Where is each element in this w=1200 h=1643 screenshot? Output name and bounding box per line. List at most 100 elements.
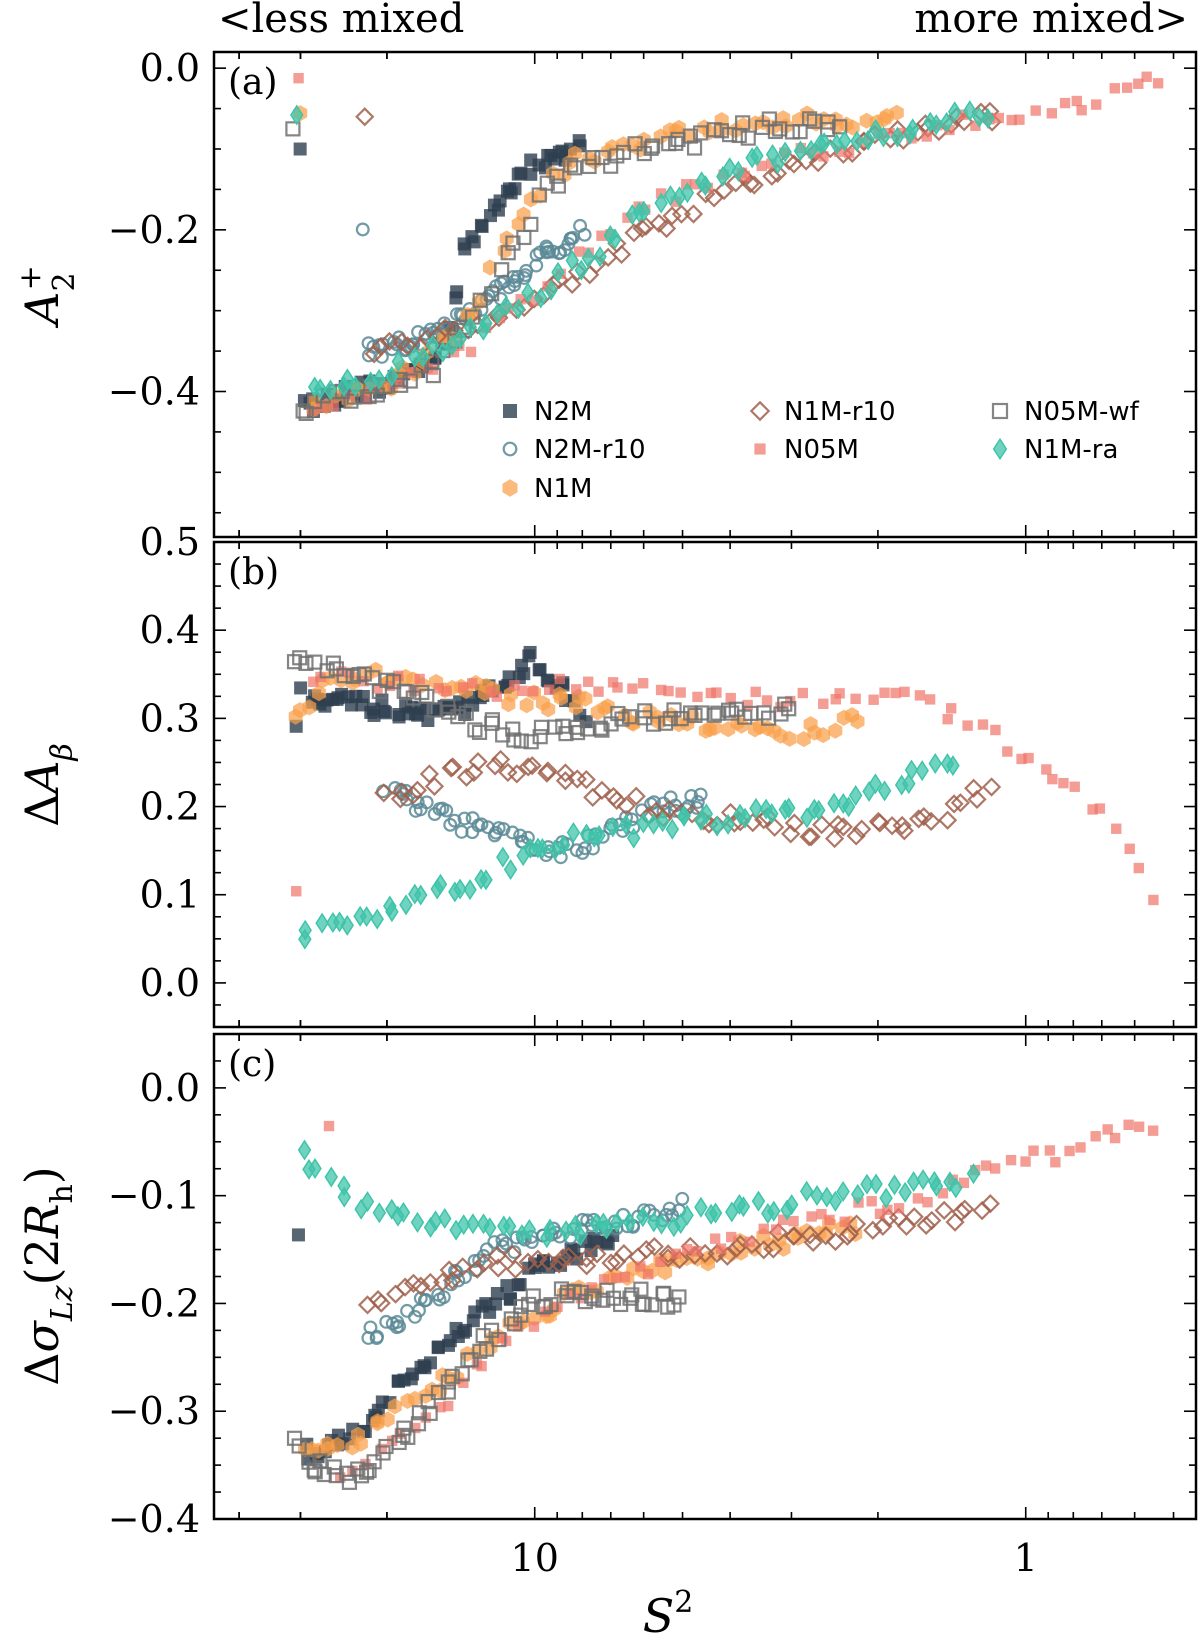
point-n1m-ra: [721, 813, 735, 835]
point-n05m: [1152, 78, 1164, 89]
point-n05m: [989, 1163, 1001, 1174]
point-n2m-r10: [366, 339, 381, 354]
point-n2m: [466, 1314, 480, 1328]
point-n1m-ra: [396, 1201, 411, 1223]
point-n05m: [573, 246, 585, 257]
point-n1m-r10: [662, 206, 682, 226]
point-n05m: [1109, 83, 1120, 94]
point-n05m: [744, 1236, 755, 1248]
point-n05m-wf: [644, 138, 661, 154]
point-n1m-ra: [905, 118, 920, 140]
point-n05m-wf: [503, 1311, 519, 1327]
point-n1m-ra: [887, 1174, 902, 1196]
point-n1m-ra: [565, 250, 580, 272]
point-n1m-r10: [424, 776, 445, 797]
point-n1m-ra: [736, 1196, 751, 1218]
point-n05m: [1075, 1142, 1086, 1153]
point-n05m: [868, 694, 879, 705]
point-n2m-r10: [392, 1319, 407, 1334]
point-n05m-wf: [491, 1331, 507, 1348]
point-n1m-r10: [799, 827, 819, 847]
point-n1m: [554, 689, 568, 706]
point-n05m-wf: [644, 1297, 660, 1313]
point-n2m-r10: [675, 1191, 690, 1206]
point-n05m-wf: [471, 724, 488, 740]
point-n05m-wf: [792, 124, 808, 140]
point-n1m-ra: [438, 1207, 452, 1229]
point-n1m-ra: [340, 914, 354, 936]
point-n1m-ra: [410, 1211, 425, 1233]
point-n05m: [1133, 1121, 1145, 1132]
point-n1m: [850, 713, 865, 730]
point-n05m: [670, 1248, 682, 1259]
point-n05m: [655, 684, 667, 696]
point-n05m: [328, 400, 339, 412]
y-axis-label-panel-2: ΔAβ: [15, 743, 80, 827]
point-n1m-r10: [385, 1284, 406, 1304]
point-n05m: [816, 1208, 827, 1220]
point-n1m-ra: [636, 812, 651, 834]
legend-marker-n1m-ra: [992, 437, 1008, 461]
point-n1m-r10: [614, 1244, 634, 1264]
point-n1m-ra: [876, 126, 891, 148]
point-n05m: [1014, 114, 1025, 125]
point-n05m: [406, 366, 417, 378]
point-n1m-ra: [680, 1204, 694, 1226]
point-n2m-r10: [662, 1201, 677, 1216]
point-n1m-ra: [946, 755, 960, 777]
point-n1m-ra: [947, 101, 962, 123]
point-n1m-ra: [559, 1220, 573, 1242]
point-n1m-r10: [357, 1295, 378, 1315]
point-n1m-r10: [894, 821, 914, 841]
point-n05m: [414, 673, 425, 685]
point-n1m-ra: [879, 1187, 893, 1209]
point-n1m-r10: [371, 1293, 391, 1313]
point-n2m-r10: [513, 828, 528, 843]
point-n05m-wf: [595, 1292, 611, 1308]
point-n05m: [586, 1282, 597, 1293]
point-n05m-wf: [671, 1289, 687, 1305]
point-n05m: [893, 1203, 905, 1214]
point-n1m-r10: [896, 1216, 917, 1236]
point-n1m-r10: [656, 218, 677, 239]
point-n1m-r10: [583, 787, 603, 807]
point-n1m: [541, 701, 556, 718]
point-n1m-ra: [793, 140, 808, 162]
point-n1m-r10: [800, 1225, 820, 1245]
point-n05m: [725, 692, 736, 704]
point-n05m: [458, 682, 469, 693]
point-n05m-wf: [615, 144, 632, 161]
point-n05m: [756, 160, 767, 172]
point-n1m-ra: [453, 878, 467, 900]
point-n1m-ra: [698, 175, 713, 197]
point-n1m-ra: [323, 379, 338, 401]
y-tick-label: −0.4: [108, 1497, 200, 1541]
point-n05m: [336, 666, 347, 677]
point-n05m-wf: [298, 405, 314, 421]
point-n05m: [761, 695, 773, 706]
point-n1m-r10: [407, 780, 428, 800]
point-n05m: [1020, 1156, 1031, 1167]
point-n05m: [1121, 82, 1133, 93]
point-n05m: [293, 72, 304, 84]
point-n05m: [1050, 1157, 1061, 1168]
point-n1m-ra: [606, 816, 620, 838]
point-n05m-wf: [563, 157, 579, 173]
point-n1m-r10: [950, 793, 971, 813]
point-n1m-r10: [562, 274, 582, 294]
legend-marker-n2m: [503, 404, 517, 418]
point-n1m-ra: [479, 869, 493, 891]
y-axis-label-panel-3: ΔσLz(2Rh): [15, 1166, 80, 1386]
point-n1m-r10: [763, 1239, 783, 1259]
point-n05m-wf: [395, 1427, 411, 1443]
point-n1m-r10: [558, 1246, 579, 1267]
point-n05m-wf: [668, 135, 684, 151]
point-n1m-r10: [379, 331, 400, 352]
point-n1m-r10: [518, 757, 538, 777]
point-n1m-ra: [385, 1198, 399, 1220]
point-n1m-ra: [820, 1186, 834, 1208]
point-n05m: [1109, 1132, 1121, 1144]
point-n05m-wf: [285, 121, 301, 137]
point-n1m-ra: [370, 908, 384, 930]
point-n1m-r10: [490, 749, 511, 770]
